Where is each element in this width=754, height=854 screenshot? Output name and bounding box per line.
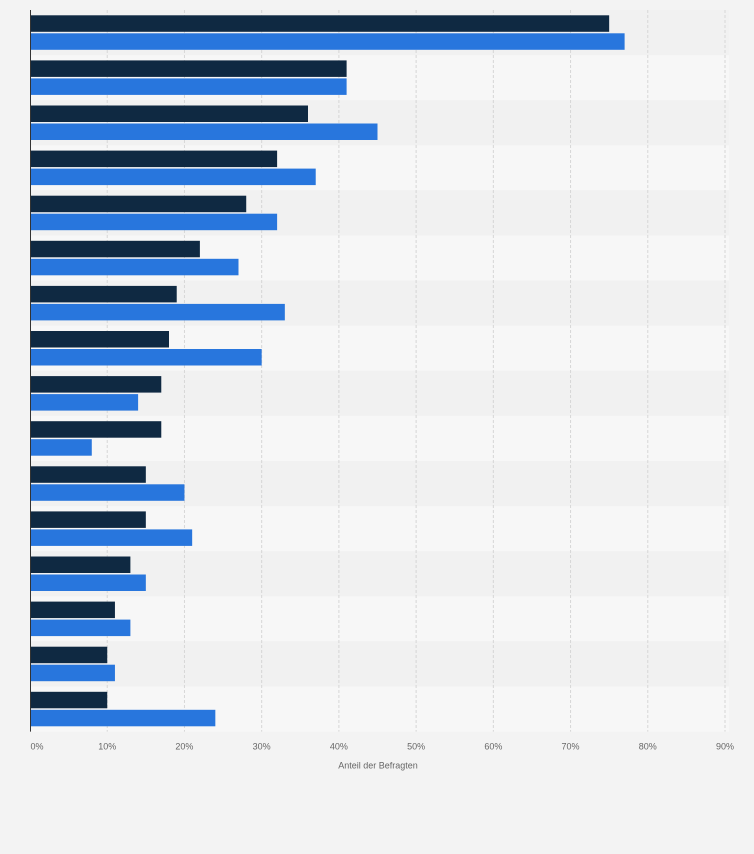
x-tick-label: 30% xyxy=(253,742,271,752)
x-axis-ticks: 0% 10% 20% 30% 40% 50% 60% 70% 80% 90% xyxy=(30,742,734,752)
bars xyxy=(30,15,625,727)
bar xyxy=(30,664,115,682)
bar xyxy=(30,619,131,637)
bar xyxy=(30,105,308,122)
bar xyxy=(30,421,162,438)
bar xyxy=(30,303,285,321)
x-tick-label: 20% xyxy=(175,742,193,752)
bar xyxy=(30,646,108,664)
row-bands xyxy=(30,10,729,732)
x-tick-label: 50% xyxy=(407,742,425,752)
x-tick-label: 0% xyxy=(30,742,43,752)
bar xyxy=(30,33,625,50)
x-tick-label: 90% xyxy=(716,742,734,752)
bar xyxy=(30,60,347,77)
x-tick-label: 80% xyxy=(639,742,657,752)
row-band xyxy=(30,641,729,687)
bar xyxy=(30,150,278,168)
x-tick-label: 40% xyxy=(330,742,348,752)
bar xyxy=(30,285,177,303)
bar xyxy=(30,258,239,276)
bar xyxy=(30,484,185,501)
grid-lines xyxy=(106,10,726,732)
bar xyxy=(30,709,216,727)
bar xyxy=(30,394,139,411)
x-axis-label: Anteil der Befragten xyxy=(338,761,418,771)
bar xyxy=(30,240,200,258)
bar xyxy=(30,574,146,591)
bar xyxy=(30,15,610,32)
bar xyxy=(30,376,162,393)
x-tick-label: 60% xyxy=(484,742,502,752)
bar xyxy=(30,195,247,213)
bar xyxy=(30,691,108,709)
bar xyxy=(30,439,92,456)
bar xyxy=(30,168,316,186)
x-tick-label: 70% xyxy=(562,742,580,752)
bar xyxy=(30,556,131,573)
bar xyxy=(30,529,193,546)
bar xyxy=(30,331,169,348)
x-tick-label: 10% xyxy=(98,742,116,752)
bar xyxy=(30,601,115,619)
bar xyxy=(30,78,347,95)
bar xyxy=(30,123,378,140)
bar xyxy=(30,466,146,483)
bar xyxy=(30,349,262,366)
bar xyxy=(30,213,278,231)
row-band xyxy=(30,596,729,642)
row-band xyxy=(30,551,729,597)
bar xyxy=(30,511,146,528)
